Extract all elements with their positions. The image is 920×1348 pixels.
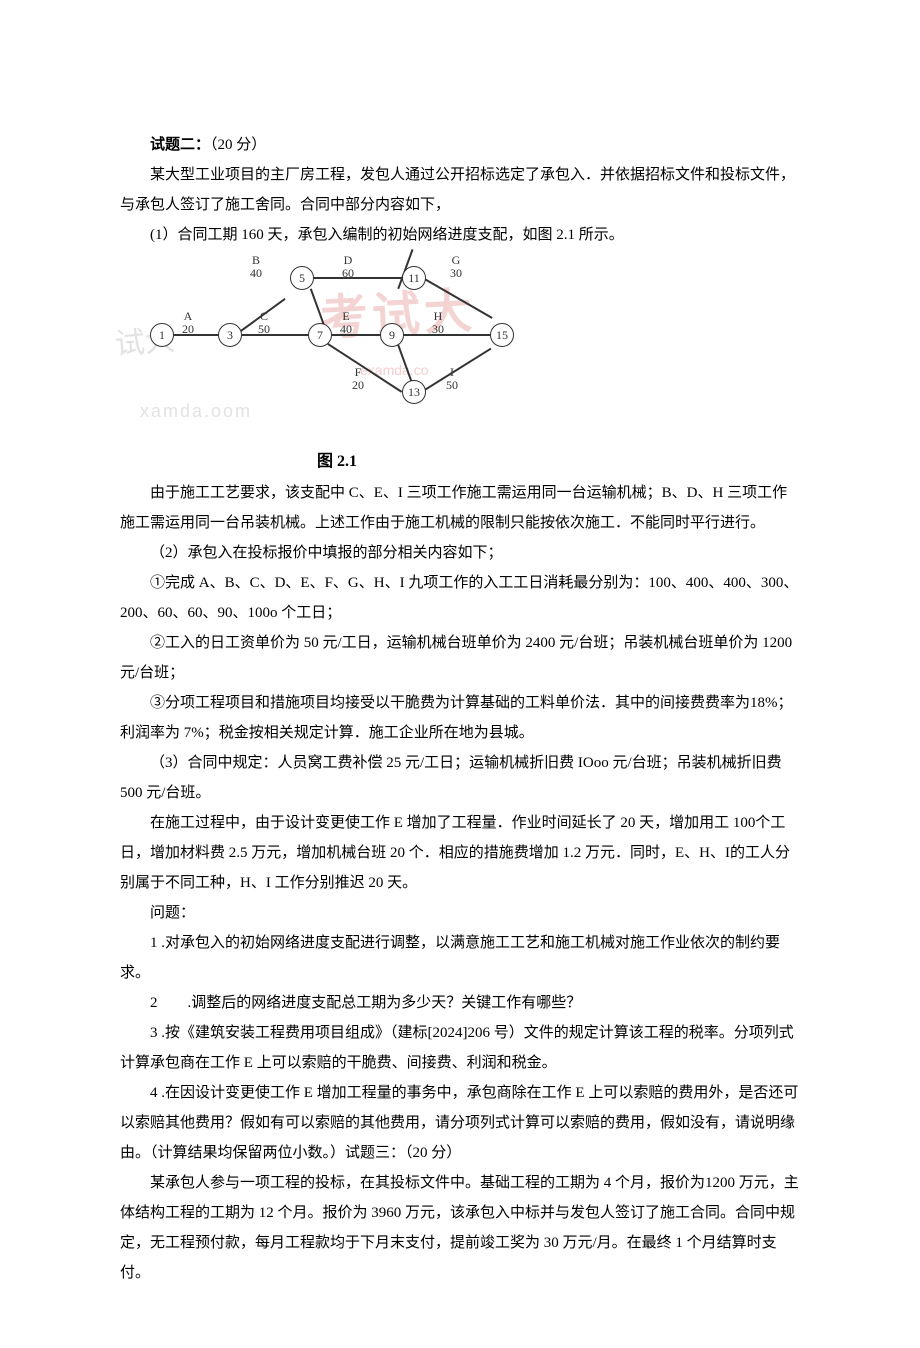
network-figure: 考试大 examda.co 试大 xamda.oom 13579111315A2… xyxy=(150,258,520,438)
question-1: 1 .对承包入的初始网络进度支配进行调整，以满意施工工艺和施工机械对施工作业依次… xyxy=(120,928,800,988)
title-points: （20 分） xyxy=(210,137,266,153)
edge-label: B40 xyxy=(250,254,262,280)
item-2-2: ②工入的日工资单价为 50 元/工日，运输机械台班单价为 2400 元/台班；吊… xyxy=(120,628,800,688)
q3-paragraph: 某承包人参与一项工程的投标，在其投标文件中。基础工程的工期为 4 个月，报价为1… xyxy=(120,1168,800,1288)
edge xyxy=(312,277,404,279)
title-line: 试题二：（20 分） xyxy=(120,130,800,160)
edge-label: A20 xyxy=(182,310,194,336)
node-5: 5 xyxy=(290,266,314,290)
question-4: 4 .在因设计变更使工作 E 增加工程量的事务中，承包商除在工作 E 上可以索赔… xyxy=(120,1078,800,1168)
edge-label: E40 xyxy=(340,310,352,336)
intro-paragraph: 某大型工业项目的主厂房工程，发包人通过公开招标选定了承包入．并依据招标文件和投标… xyxy=(120,160,800,220)
questions-label: 问题： xyxy=(120,898,800,928)
edge xyxy=(328,343,403,392)
node-1: 1 xyxy=(150,323,174,347)
edge xyxy=(240,334,310,336)
edge xyxy=(172,334,220,336)
item-2: （2）承包入在投标报价中填报的部分相关内容如下； xyxy=(120,538,800,568)
figure-caption: 图 2.1 xyxy=(152,446,522,478)
question-3: 3 .按《建筑安装工程费用项目组成》（建标[2024]206 号）文件的规定计算… xyxy=(120,1018,800,1078)
watermark-bottom: xamda.oom xyxy=(140,393,252,429)
node-15: 15 xyxy=(490,323,514,347)
edge xyxy=(330,334,382,336)
edge-label: G30 xyxy=(450,254,462,280)
edge-label: H30 xyxy=(432,310,444,336)
title-prefix: 试题二： xyxy=(150,137,210,153)
item-2-3: ③分项工程项目和措施项目均接受以干脆费为计算基础的工料单价法．其中的间接费费率为… xyxy=(120,688,800,748)
item-3: （3）合同中规定：人员窝工费补偿 25 元/工日；运输机械折旧费 IOoo 元/… xyxy=(120,748,800,808)
node-9: 9 xyxy=(380,323,404,347)
edge-label: D60 xyxy=(342,254,354,280)
item-1: (1）合同工期 160 天，承包入编制的初始网络进度支配，如图 2.1 所示。 xyxy=(120,220,800,250)
item-2-1: ①完成 A、B、C、D、E、F、G、H、I 九项工作的入工工日消耗最分别为：10… xyxy=(120,568,800,628)
node-11: 11 xyxy=(402,266,426,290)
node-7: 7 xyxy=(308,323,332,347)
question-2: 2 .调整后的网络进度支配总工期为多少天？关键工作有哪些？ xyxy=(120,988,800,1018)
edge-label: C50 xyxy=(258,310,270,336)
edge xyxy=(402,334,492,336)
edge-label: F20 xyxy=(352,366,364,392)
after-figure: 由于施工工艺要求，该支配中 C、E、I 三项工作施工需运用同一台运输机械；B、D… xyxy=(120,478,800,538)
node-13: 13 xyxy=(402,380,426,404)
edge-label: I50 xyxy=(446,366,458,392)
node-3: 3 xyxy=(218,323,242,347)
change-para: 在施工过程中，由于设计变更使工作 E 增加了工程量．作业时间延长了 20 天，增… xyxy=(120,808,800,898)
